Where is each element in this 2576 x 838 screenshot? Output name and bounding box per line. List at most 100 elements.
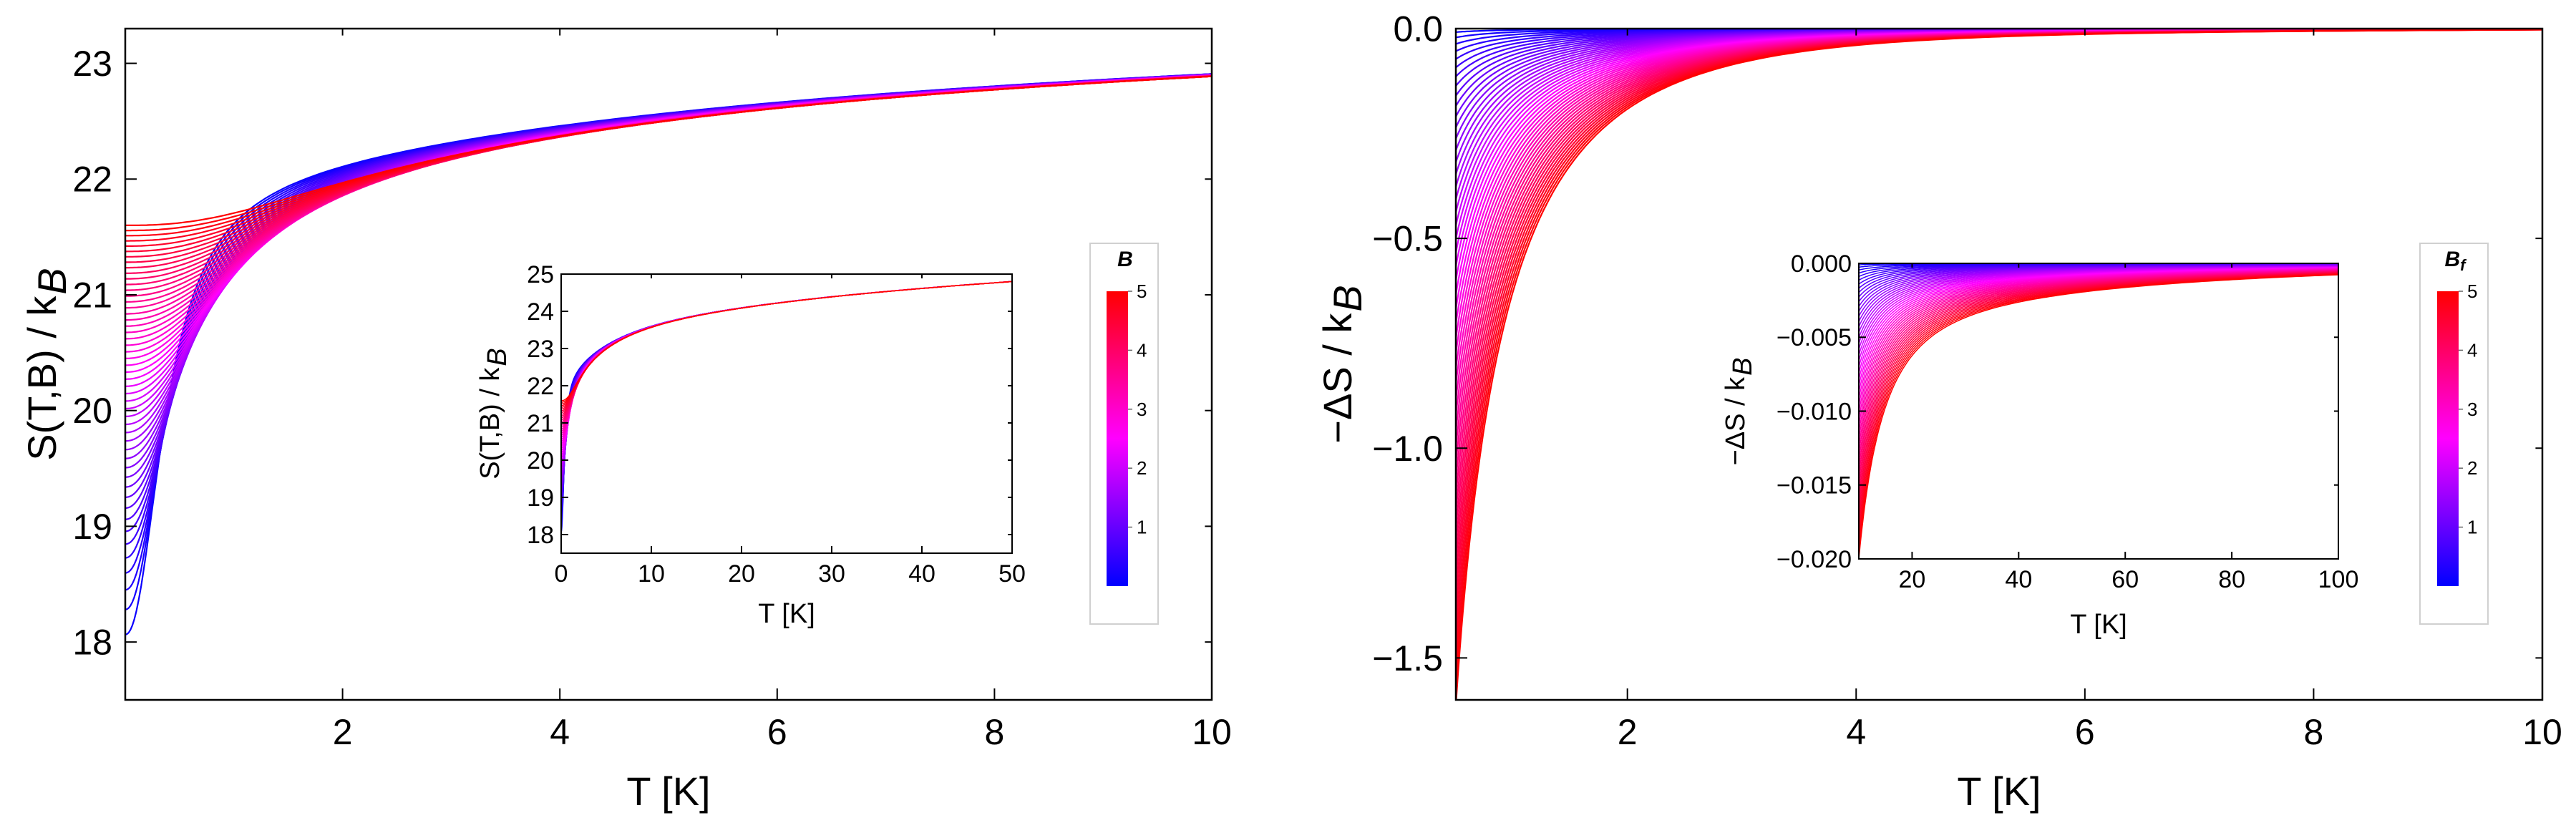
left-main-series-line (125, 75, 1212, 280)
left-colorbar-gradient (1107, 291, 1128, 586)
right-colorbar: Bf 1 2 3 4 5 (2419, 243, 2489, 625)
lcb-ticks-label: 4 (1137, 339, 1147, 361)
left-main-frame (124, 27, 1213, 701)
left-main-series-line (125, 75, 1212, 269)
right-main-frame (1454, 27, 2544, 701)
left-inset-y-tick-label: 20 (527, 447, 554, 474)
left-inset-y-label: S(T,B) / kB (475, 348, 512, 479)
left-main-series-line (125, 75, 1212, 291)
left-inset-x-tick-label: 10 (638, 560, 665, 588)
right-inset-y-tick-label: −0.020 (1777, 546, 1852, 573)
left-inset-chart: 0 10 20 30 40 50 18 19 20 21 22 23 24 25 T [K] S(T,B… (475, 261, 1026, 629)
lcb-ticks-label: 2 (1137, 457, 1147, 479)
left-inset-y-tick-label: 21 (527, 410, 554, 437)
right-colorbar-ticks: 1 2 3 4 5 (2459, 281, 2477, 538)
left-main-y-tick-label: 23 (72, 44, 112, 84)
left-inset-y-ticks: 18 19 20 21 22 23 24 25 (527, 261, 1012, 549)
rcb-ticks-label: 1 (2467, 517, 2477, 538)
left-inset-y-tick-label: 18 (527, 522, 554, 549)
left-main-x-tick-label: 4 (550, 712, 570, 752)
lcb-ticks-label: 5 (1137, 281, 1147, 302)
left-main-x-tick-label: 8 (984, 712, 1004, 752)
left-main-y-label: S(T,B) / kB (19, 268, 74, 461)
left-main-series-line (125, 75, 1212, 263)
left-inset-x-ticks: 0 10 20 30 40 50 (555, 274, 1026, 588)
right-main-x-label: T [K] (1957, 769, 2041, 814)
right-inset-y-tick-label: −0.005 (1777, 324, 1852, 351)
left-inset-frame (560, 273, 1013, 554)
left-main-series (125, 73, 1212, 635)
right-inset-y-tick-label: −0.015 (1777, 472, 1852, 500)
left-inset-x-tick-label: 30 (818, 560, 845, 588)
right-main-x-tick-label: 4 (1846, 712, 1866, 752)
right-main-x-ticks: 2 4 6 8 10 (1618, 29, 2562, 752)
right-inset-y-tick-label: −0.010 (1777, 398, 1852, 425)
left-main-y-tick-label: 19 (72, 507, 112, 547)
right-inset-series (1859, 263, 2338, 559)
lcb-ticks-label: 1 (1137, 517, 1147, 538)
right-inset-background (1859, 263, 2338, 559)
right-main-series-line (1456, 29, 2542, 226)
left-inset-x-tick-label: 50 (998, 560, 1026, 588)
left-colorbar-ticks: 1 2 3 4 5 (1128, 281, 1147, 538)
right-inset-x-tick-label: 100 (2318, 566, 2359, 593)
left-main-x-tick-label: 10 (1192, 712, 1232, 752)
right-colorbar-title: Bf (2445, 248, 2468, 274)
left-main-series-line (125, 75, 1212, 258)
left-main-y-tick-label: 20 (72, 391, 112, 431)
rcb-ticks-label: 3 (2467, 399, 2477, 420)
right-inset-x-tick-label: 40 (2005, 566, 2032, 593)
left-colorbar-title: B (1117, 248, 1133, 271)
rcb-ticks-label: 4 (2467, 339, 2477, 361)
right-inset-x-tick-label: 20 (1899, 566, 1926, 593)
left-inset-background (561, 274, 1012, 553)
left-inset-series (561, 281, 1012, 533)
right-inset-x-ticks: 20 40 60 80 100 (1899, 263, 2359, 593)
left-main-series-line (125, 75, 1212, 286)
right-main-y-tick-label: −1.5 (1372, 638, 1443, 678)
right-main-x-tick-label: 2 (1618, 712, 1638, 752)
lcb-ticks-label: 3 (1137, 399, 1147, 420)
right-main-y-tick-label: −1.0 (1372, 429, 1443, 469)
left-inset-x-tick-label: 40 (908, 560, 935, 588)
left-main-y-tick-label: 21 (72, 275, 112, 315)
right-main-x-tick-label: 8 (2304, 712, 2324, 752)
left-main-y-tick-label: 22 (72, 160, 112, 200)
left-inset-x-tick-label: 20 (728, 560, 755, 588)
right-inset-y-ticks: 0.000 −0.005 −0.010 −0.015 −0.020 (1777, 250, 2338, 573)
right-inset-series-line (1859, 274, 2338, 559)
right-main-series-line (1456, 29, 2542, 700)
left-inset-y-tick-label: 23 (527, 336, 554, 363)
left-main-x-label: T [K] (626, 769, 710, 814)
left-inset-y-tick-label: 19 (527, 484, 554, 512)
right-main-y-ticks: 0.0 −0.5 −1.0 −1.5 (1372, 9, 2542, 678)
left-inset-y-tick-label: 22 (527, 373, 554, 400)
right-main-x-tick-label: 6 (2075, 712, 2095, 752)
right-inset-y-label: −ΔS / kB (1721, 358, 1758, 466)
right-inset-chart: 20 40 60 80 100 0.000 −0.005 −0.010 −0.015 −0.02… (1721, 250, 2358, 640)
left-main-x-tick-label: 2 (333, 712, 353, 752)
rcb-ticks-label: 2 (2467, 457, 2477, 479)
right-main-x-tick-label: 10 (2522, 712, 2562, 752)
left-inset-series-line (561, 281, 1012, 401)
left-inset-x-label: T [K] (758, 599, 815, 629)
left-inset-x-tick-label: 0 (555, 560, 568, 588)
left-main-series-line (125, 75, 1212, 226)
right-main-y-label: −ΔS / kB (1315, 285, 1370, 444)
right-main-y-tick-label: 0.0 (1393, 9, 1443, 49)
right-inset-x-label: T [K] (2070, 610, 2127, 640)
left-main-x-tick-label: 6 (767, 712, 787, 752)
left-main-y-tick-label: 18 (72, 623, 112, 663)
left-inset-y-tick-label: 24 (527, 298, 554, 326)
right-inset-x-tick-label: 60 (2111, 566, 2139, 593)
right-main-y-tick-label: −0.5 (1372, 219, 1443, 259)
left-main-x-ticks: 2 4 6 8 10 (333, 29, 1232, 752)
left-main-series-line (125, 75, 1212, 274)
right-inset-x-tick-label: 80 (2218, 566, 2245, 593)
right-inset-y-tick-label: 0.000 (1791, 250, 1852, 278)
right-main-chart: 2 4 6 8 10 0.0 −0.5 −1.0 −1.5 T [K] −ΔS / kB (1315, 9, 2562, 814)
right-colorbar-gradient (2437, 291, 2459, 586)
